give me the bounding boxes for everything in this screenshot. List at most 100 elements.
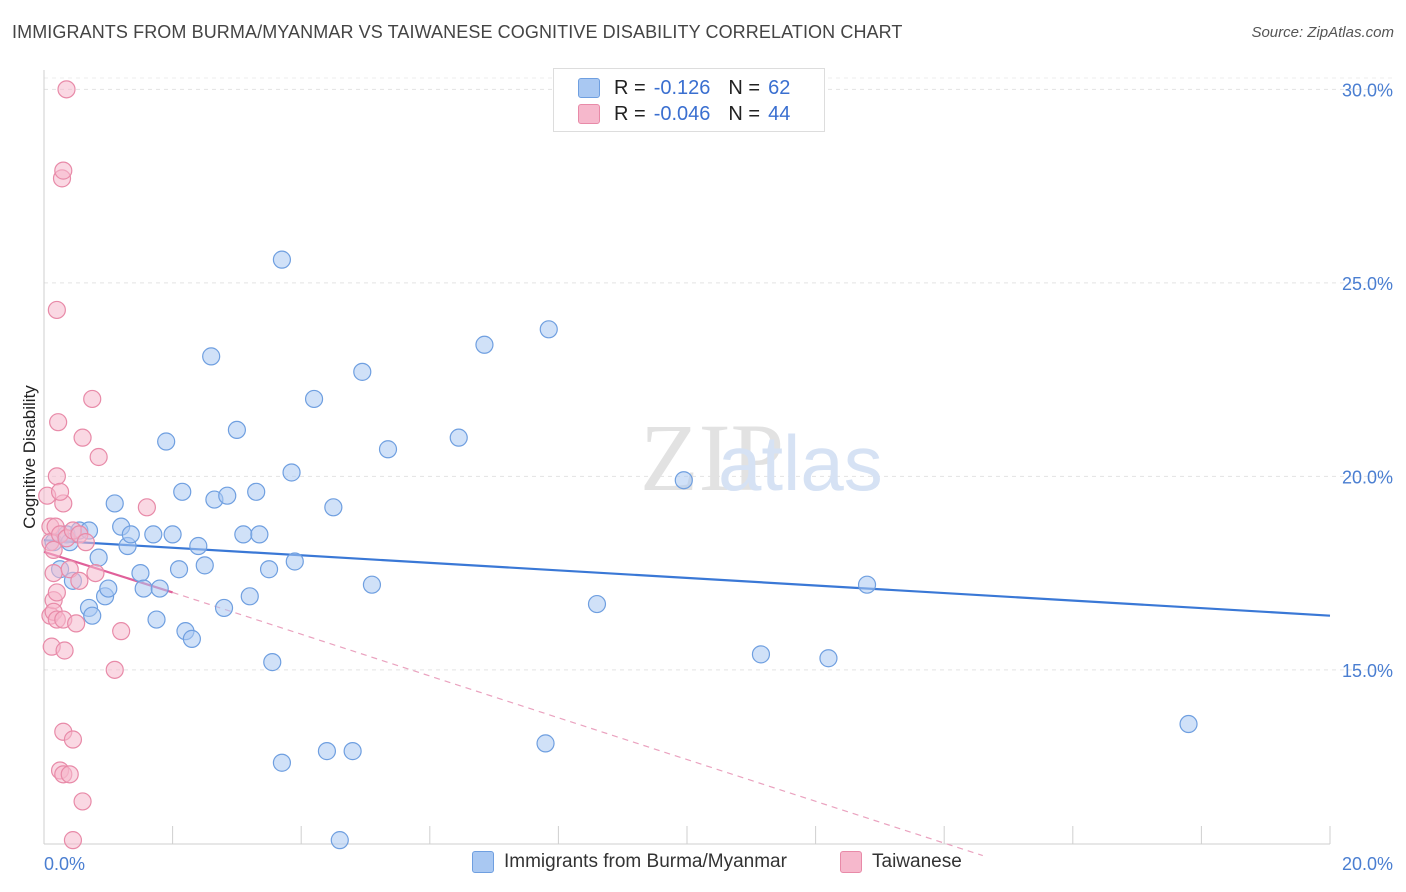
y-tick-label: 25.0% <box>1342 274 1393 294</box>
legend-n-value: 44 <box>768 102 791 125</box>
burma-point <box>150 579 169 598</box>
burma-point <box>99 579 118 598</box>
legend-swatch-taiwanese <box>578 104 600 124</box>
burma-point <box>227 420 246 440</box>
source-label: Source: ZipAtlas.com <box>1251 24 1394 41</box>
taiwanese-point <box>83 389 102 409</box>
burma-trend-line <box>43 539 1331 617</box>
taiwanese-point <box>112 622 131 641</box>
bottom-legend-swatch-burma <box>472 851 494 873</box>
burma-point <box>214 598 234 618</box>
legend-r-label: R = <box>614 76 646 99</box>
chart-title: IMMIGRANTS FROM BURMA/MYANMAR VS TAIWANE… <box>12 22 903 42</box>
bottom-legend-swatch-taiwanese <box>840 851 862 873</box>
burma-point <box>539 320 558 339</box>
burma-point <box>250 525 269 544</box>
bottom-legend-label-burma: Immigrants from Burma/Myanmar <box>504 851 787 872</box>
taiwanese-point <box>50 482 70 501</box>
burma-point <box>1179 714 1198 734</box>
burma-point <box>343 742 362 761</box>
burma-point <box>169 560 189 579</box>
taiwanese-point <box>57 80 76 99</box>
taiwanese-trend-extension <box>172 591 983 857</box>
burma-point <box>89 548 108 567</box>
watermark-atlas: atlas <box>718 419 883 507</box>
burma-point <box>272 753 292 772</box>
taiwanese-point <box>44 563 63 583</box>
taiwanese-point <box>55 641 74 660</box>
taiwanese-point <box>86 563 105 583</box>
legend-row-taiwanese: R = -0.046 N = 44 <box>578 102 790 126</box>
x-tick-label: 0.0% <box>44 854 85 874</box>
taiwanese-point <box>63 730 83 749</box>
legend-n-label: N = <box>728 102 761 125</box>
burma-point <box>819 649 838 668</box>
y-tick-label: 30.0% <box>1342 80 1393 100</box>
burma-point <box>189 536 208 556</box>
burma-point <box>234 525 253 544</box>
legend-box: R = -0.126 N = 62 R = -0.046 N = 44 <box>553 68 825 132</box>
burma-point <box>131 563 150 583</box>
y-tick-label: 20.0% <box>1342 467 1393 487</box>
legend-n-label: N = <box>728 76 761 99</box>
burma-point <box>449 428 468 447</box>
bottom-legend-burma: Immigrants from Burma/Myanmar <box>472 851 787 873</box>
taiwanese-point <box>105 660 124 679</box>
burma-point <box>134 579 153 598</box>
burma-point <box>378 440 398 459</box>
burma-point <box>751 645 771 664</box>
taiwanese-point <box>63 831 83 850</box>
axes <box>43 70 1331 845</box>
taiwanese-point <box>73 792 92 811</box>
legend-r-label: R = <box>614 102 646 125</box>
taiwanese-point <box>137 498 156 517</box>
burma-point <box>247 482 266 501</box>
taiwanese-point <box>73 428 92 447</box>
burma-point <box>218 486 237 505</box>
burma-point <box>674 471 693 490</box>
burma-point <box>353 362 372 381</box>
taiwanese-point <box>47 583 66 602</box>
taiwanese-point <box>54 161 73 180</box>
burma-point <box>147 610 166 629</box>
burma-point <box>362 575 382 594</box>
burma-point <box>317 742 337 761</box>
burma-point <box>263 653 282 672</box>
burma-point <box>330 831 349 850</box>
burma-point <box>173 482 192 501</box>
x-tick-label: 20.0% <box>1342 854 1393 874</box>
taiwanese-point <box>49 413 68 432</box>
taiwanese-point <box>44 540 63 559</box>
burma-point <box>536 734 555 753</box>
burma-point <box>240 587 259 606</box>
taiwanese-point <box>89 447 108 467</box>
burma-point <box>121 525 140 544</box>
bottom-legend-label-taiwanese: Taiwanese <box>872 851 962 872</box>
taiwanese-point <box>70 571 89 590</box>
burma-point <box>285 552 304 571</box>
taiwanese-point <box>47 467 66 486</box>
legend-row-burma: R = -0.126 N = 62 <box>578 76 790 100</box>
y-axis-title: Cognitive Disability <box>20 385 39 529</box>
bottom-legend-taiwanese: Taiwanese <box>840 851 962 873</box>
y-tick-label: 15.0% <box>1342 661 1393 681</box>
burma-point <box>83 606 102 625</box>
burma-point <box>272 250 292 269</box>
taiwanese-point <box>60 765 79 784</box>
legend-n-value: 62 <box>768 76 791 99</box>
grid-lines <box>44 77 1394 671</box>
taiwanese-point <box>76 533 95 552</box>
watermark-zip: ZIP <box>640 404 784 511</box>
burma-point <box>857 575 877 594</box>
burma-point <box>304 389 324 409</box>
burma-point <box>144 525 163 544</box>
taiwanese-point <box>47 300 66 320</box>
legend-r-value: -0.046 <box>653 102 711 125</box>
data-points <box>38 80 1198 850</box>
burma-point <box>475 335 494 354</box>
trend-lines <box>43 539 1331 857</box>
burma-point <box>202 347 221 366</box>
taiwanese-point <box>67 614 86 633</box>
burma-point <box>195 556 214 575</box>
